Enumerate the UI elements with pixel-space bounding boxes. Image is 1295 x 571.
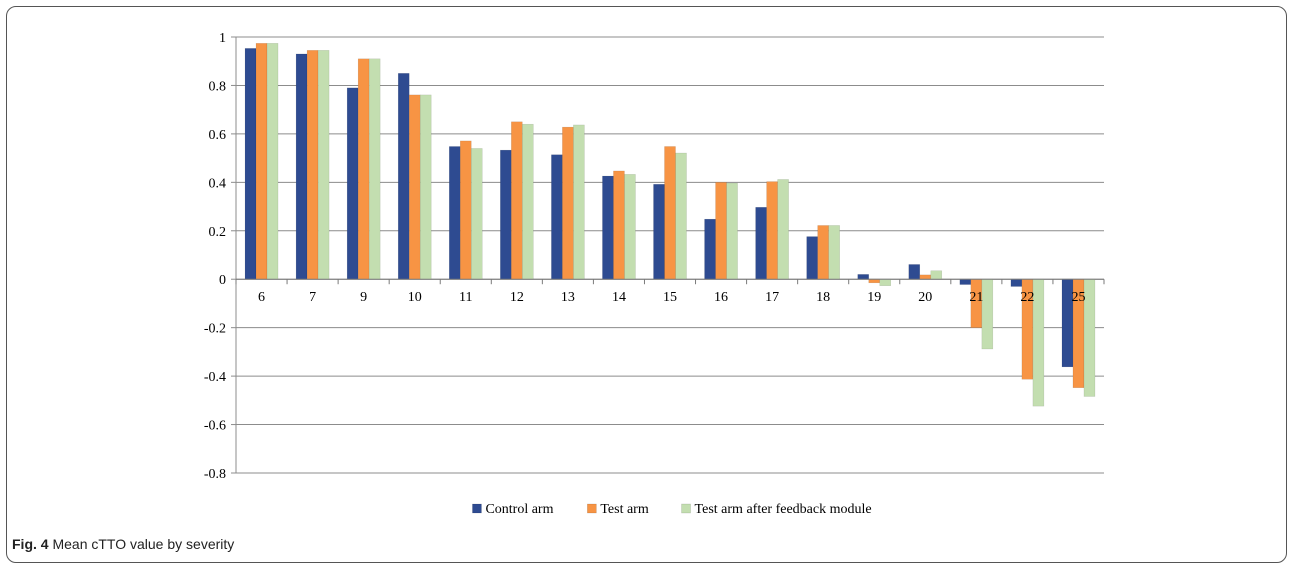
bar	[449, 146, 461, 280]
legend: Control arm Test arm Test arm after feedba…	[472, 502, 872, 517]
bar	[397, 73, 410, 280]
bar	[704, 218, 716, 280]
legend-label: Control arm	[485, 502, 553, 517]
bar	[1083, 278, 1096, 397]
axes: 1 0.8 0.6 0.4 0.2 0 -0.2 -0.4 -0.6 -0.8 6 7 9 10 11 12 1…	[204, 31, 1105, 482]
bar	[806, 236, 818, 280]
y-tick-label: -0.4	[204, 370, 226, 385]
bar	[624, 174, 636, 280]
bar	[908, 264, 921, 280]
figure-caption-text: Mean cTTO value by severity	[52, 536, 235, 552]
bar	[522, 123, 534, 280]
y-tick-label: 0.4	[209, 176, 227, 191]
bar	[613, 170, 625, 280]
legend-swatch	[681, 503, 691, 514]
bar	[408, 94, 421, 280]
y-tick-label: -0.8	[204, 467, 226, 482]
y-tick-label: -0.6	[204, 419, 226, 434]
x-tick-label: 11	[459, 290, 472, 305]
x-tick-label: 14	[612, 290, 626, 305]
y-tick-label: 0.6	[209, 128, 227, 143]
x-tick-label: 18	[816, 290, 830, 305]
bar	[306, 50, 319, 280]
bar	[255, 43, 268, 280]
bar	[879, 278, 891, 287]
bar	[766, 181, 778, 280]
bar	[1010, 278, 1023, 287]
x-tick-label: 17	[765, 290, 779, 305]
bar	[346, 87, 359, 280]
bar	[357, 58, 370, 280]
bar	[959, 278, 972, 285]
x-tick-label: 15	[663, 290, 677, 305]
x-tick-label: 12	[510, 290, 524, 305]
bar	[368, 58, 381, 280]
bar	[1032, 278, 1045, 407]
bar	[930, 270, 943, 280]
bar	[664, 146, 676, 280]
bar	[817, 225, 829, 280]
bar	[573, 124, 585, 280]
bar	[317, 50, 330, 280]
y-tick-label: -0.2	[204, 322, 226, 337]
y-tick-label: 0.8	[209, 79, 227, 94]
bar	[777, 179, 789, 280]
bar	[828, 225, 840, 280]
y-tick-label: 0.2	[209, 225, 227, 240]
bar	[981, 278, 994, 350]
figure-label: Fig. 4	[12, 536, 49, 552]
x-tick-label: 6	[258, 290, 265, 305]
bar	[266, 43, 279, 280]
x-tick-label: 9	[360, 290, 367, 305]
figure-caption: Fig. 4 Mean cTTO value by severity	[12, 536, 234, 552]
x-tick-label: 20	[918, 290, 932, 305]
x-tick-label: 19	[867, 290, 881, 305]
legend-label: Test arm after feedback module	[695, 502, 872, 517]
bar	[715, 182, 727, 280]
bars	[244, 43, 1096, 407]
bar	[551, 154, 563, 280]
legend-swatch	[587, 503, 597, 514]
x-tick-label: 22	[1020, 290, 1034, 305]
bar	[857, 274, 869, 280]
bar	[653, 184, 665, 280]
bar	[726, 182, 738, 280]
bar	[419, 94, 432, 280]
x-tick-label: 7	[309, 290, 316, 305]
bar	[755, 207, 767, 280]
bar	[602, 175, 614, 280]
bar	[675, 152, 687, 280]
y-tick-label: 0	[219, 273, 226, 288]
x-tick-label: 16	[714, 290, 728, 305]
bar	[471, 148, 483, 280]
x-tick-label: 25	[1071, 290, 1085, 305]
y-tick-label: 1	[219, 31, 226, 46]
x-tick-label: 13	[561, 290, 575, 305]
bar	[500, 149, 512, 280]
x-tick-label: 21	[969, 290, 983, 305]
bar	[868, 278, 880, 284]
bar	[511, 121, 523, 280]
bar	[244, 48, 257, 280]
legend-label: Test arm	[600, 502, 649, 517]
legend-swatch	[472, 503, 482, 514]
bar	[295, 53, 308, 280]
x-tick-label: 10	[408, 290, 422, 305]
bar	[460, 140, 472, 280]
bar	[562, 126, 574, 280]
bar	[919, 274, 932, 280]
